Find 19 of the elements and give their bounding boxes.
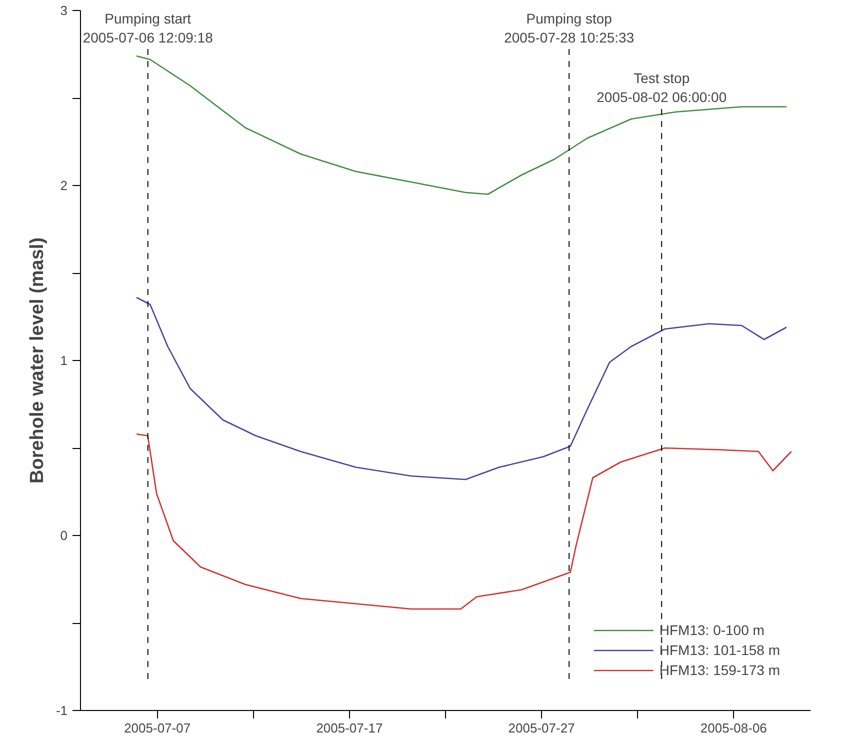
ref-line-label: Test stop 2005-08-02 06:00:00	[596, 70, 727, 106]
legend-label: HFM13: 159-173 m	[659, 662, 780, 678]
x-tick-label: 2005-07-27	[508, 720, 575, 736]
y-tick-label: 3	[60, 3, 68, 18]
line-series	[136, 433, 792, 610]
line-series	[136, 55, 788, 195]
line-series	[136, 296, 788, 480]
ref-line-label: Pumping stop 2005-07-28 10:25:33	[504, 10, 634, 46]
y-tick-label: 2	[60, 178, 68, 193]
legend-label: HFM13: 0-100 m	[659, 622, 764, 638]
legend-label: HFM13: 101-158 m	[659, 642, 780, 658]
x-tick-label: 2005-07-17	[316, 720, 383, 736]
y-tick-label: 1	[60, 353, 68, 368]
y-tick-label: -1	[56, 703, 68, 718]
y-axis-title: Borehole water level (masl)	[26, 237, 48, 484]
ref-line-label: Pumping start 2005-07-06 12:09:18	[82, 10, 214, 46]
x-tick-label: 2005-07-07	[124, 720, 191, 736]
y-tick-label: 0	[60, 528, 68, 543]
x-tick-label: 2005-08-06	[700, 720, 767, 736]
